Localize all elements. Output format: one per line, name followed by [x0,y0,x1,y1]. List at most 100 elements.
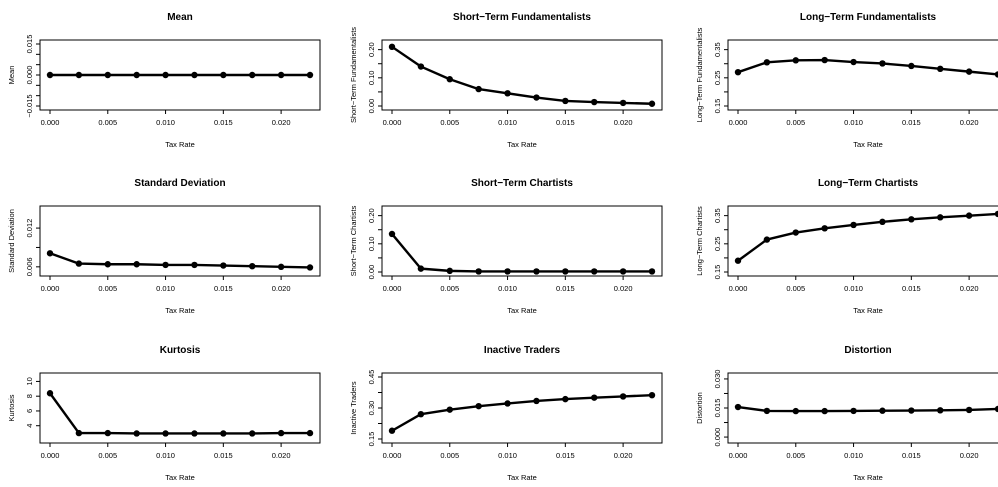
x-axis-label: Tax Rate [507,473,537,482]
data-point [249,262,256,270]
plot-frame [381,372,663,444]
y-tick-label: 0.20 [367,208,376,223]
x-tick-label: 0.015 [902,451,921,460]
data-point [965,68,973,75]
series-line [391,45,653,105]
data-point [591,268,598,275]
data-point [306,429,314,437]
x-tick-label: 0.010 [498,284,517,293]
x-tick-label: 0.010 [498,451,517,460]
data-point [763,407,771,415]
data-point [446,267,453,275]
data-point [821,56,828,64]
panel-kurtosis: Kurtosis 0.000 0.005 0.010 0.015 0.020 Tax Rat… [7,345,321,482]
y-tick-label: 0.20 [367,42,376,57]
x-tick-label: 0.015 [902,118,921,127]
data-point [475,268,482,275]
series-line [737,212,998,262]
data-point [46,250,54,257]
data-point [533,94,540,101]
data-point [417,63,425,70]
x-tick-label: 0.005 [786,284,805,293]
x-axis-label: Tax Rate [853,140,883,149]
y-tick-label: 6 [25,409,34,413]
data-point [908,216,915,223]
y-axis-label: Long−Term Fundamentalists [695,27,704,122]
y-tick-label: 0.30 [367,401,376,416]
data-point [937,407,944,414]
plot-frame [727,39,998,111]
data-point [75,71,83,79]
x-axis-label: Tax Rate [507,140,537,149]
x-tick-label: 0.015 [556,284,575,293]
y-tick-label: 0.000 [25,66,34,85]
data-point [879,60,886,67]
plot-frame [727,205,998,277]
data-point [879,218,886,226]
data-point [220,71,227,79]
y-axis-label: Short−Term Fundamentalists [349,27,358,123]
y-tick-label: 0.15 [367,432,376,447]
plot-frame [39,372,321,444]
data-point [994,405,998,413]
data-point [504,90,511,97]
x-tick-label: 0.000 [729,118,748,127]
data-point [162,430,169,437]
data-point [388,230,396,238]
data-point [306,71,314,79]
x-tick-label: 0.015 [214,284,233,293]
data-point [562,268,569,275]
x-tick-label: 0.000 [383,451,402,460]
x-tick-label: 0.000 [41,118,60,127]
data-point [937,214,944,221]
x-axis-label: Tax Rate [165,306,195,315]
x-tick-label: 0.020 [272,451,291,460]
y-tick-label: 0.00 [367,99,376,114]
chart-title: Short−Term Chartists [471,178,573,189]
x-tick-label: 0.000 [383,118,402,127]
panel-mean: Mean 0.000 0.005 0.010 0.015 0.020 Tax Rate −0.… [7,12,321,149]
data-point [937,65,944,73]
y-tick-label: 0.000 [713,428,722,447]
data-point [648,268,656,275]
data-point [908,62,915,70]
y-tick-label: 4 [25,424,34,428]
y-tick-label: 0.10 [367,237,376,252]
data-point [417,265,425,272]
data-point [562,395,569,403]
data-point [220,430,227,437]
data-point [133,261,140,268]
x-tick-label: 0.015 [556,451,575,460]
data-point [104,429,111,437]
series-line [737,58,998,76]
x-tick-label: 0.005 [786,118,805,127]
series-line [737,405,998,413]
x-tick-label: 0.000 [383,284,402,293]
y-tick-label: 0.45 [367,370,376,385]
data-point [249,71,256,79]
x-tick-label: 0.005 [440,451,459,460]
data-point [104,261,111,268]
x-axis-label: Tax Rate [853,306,883,315]
y-tick-label: 0.35 [713,42,722,57]
chart-title: Short−Term Fundamentalists [453,12,591,23]
x-tick-label: 0.015 [214,118,233,127]
data-point [417,411,425,418]
y-tick-label: 0.25 [713,237,722,252]
y-tick-label: 0.030 [713,370,722,389]
data-point [994,71,998,78]
y-tick-label: 0.10 [367,71,376,86]
data-point [648,391,656,399]
data-point [277,71,285,79]
x-tick-label: 0.005 [98,284,117,293]
data-point [562,97,569,105]
series-line [391,393,653,432]
y-tick-label: −0.015 [25,94,34,117]
chart-title: Standard Deviation [134,178,225,189]
panel-inactive-traders: Inactive Traders 0.000 0.005 0.010 0.015 0.02… [349,345,663,482]
series-line [49,392,310,435]
data-point [763,236,771,243]
chart-title: Long−Term Fundamentalists [800,12,937,23]
chart-title: Inactive Traders [484,345,561,356]
